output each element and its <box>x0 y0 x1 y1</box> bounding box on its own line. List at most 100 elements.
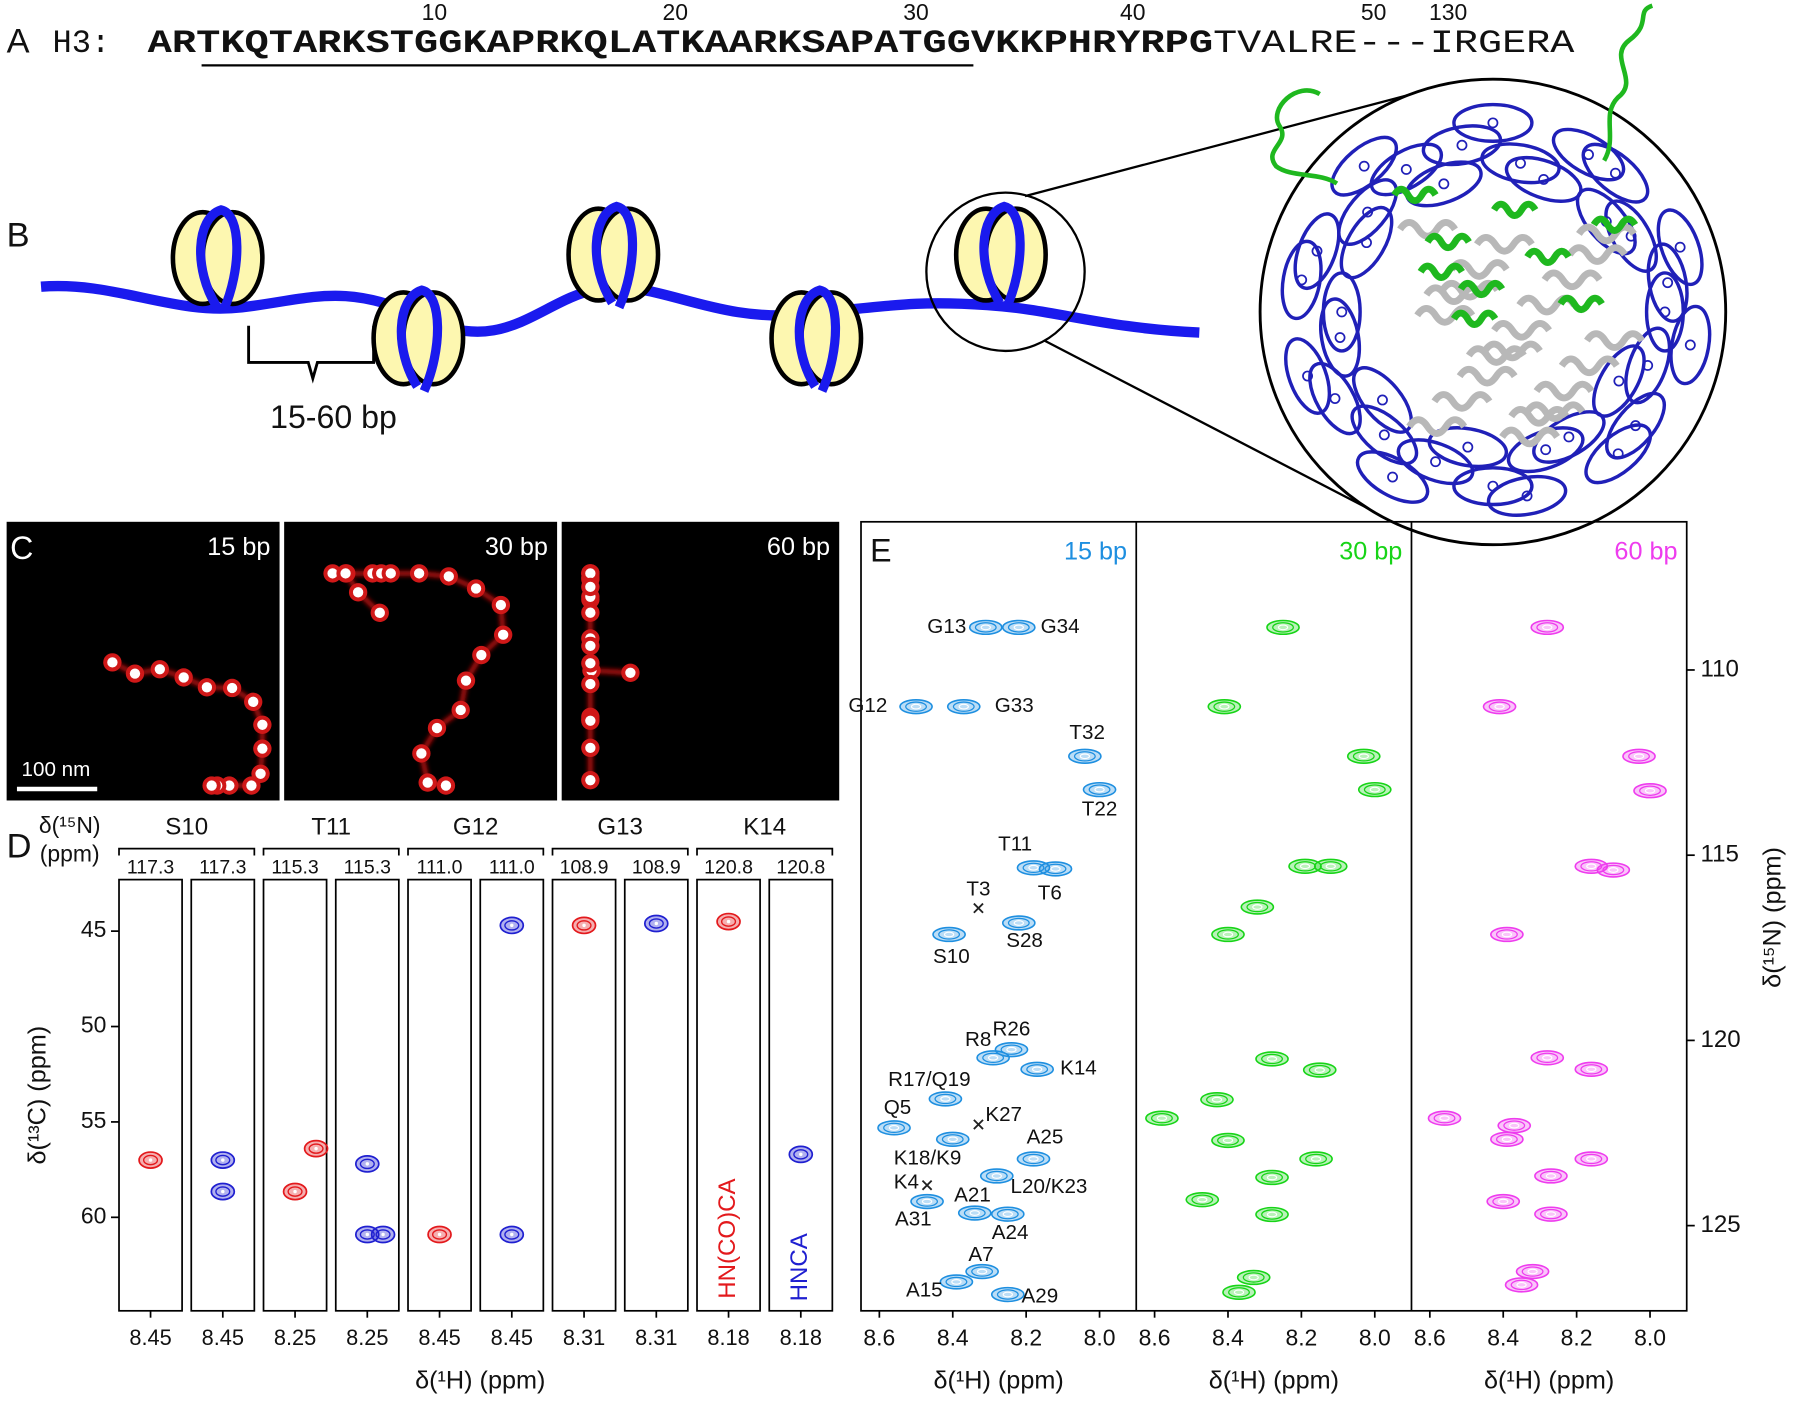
peak-contour <box>215 1186 231 1197</box>
spectrum-name: 30 bp <box>1339 537 1402 565</box>
peak-contour <box>1608 867 1619 873</box>
peak-label: A31 <box>895 1207 932 1230</box>
peak-contour <box>1521 1266 1544 1277</box>
histone-helix-h3 <box>1450 309 1499 328</box>
peak-center <box>365 1232 370 1237</box>
afm-nucleosome <box>585 742 596 754</box>
residue-label: S10 <box>165 813 208 840</box>
peak-label: R26 <box>993 1018 1031 1041</box>
peak-contour <box>1527 1268 1538 1275</box>
peak-contour <box>1228 1287 1250 1298</box>
peak-contour <box>1261 1053 1283 1065</box>
x-tick-label: 8.2 <box>1285 1325 1317 1351</box>
peak-contour <box>1586 1066 1597 1073</box>
peak-center <box>221 1189 225 1194</box>
strip-frame <box>262 878 328 1312</box>
peak-contour <box>1261 1209 1283 1220</box>
dna-base <box>1487 480 1499 492</box>
dna-base <box>1540 444 1552 456</box>
x-tick-label: 8.2 <box>1561 1325 1593 1351</box>
x-tick-label: 8.18 <box>707 1325 749 1350</box>
peak-contour <box>1358 753 1369 760</box>
afm-nucleosome <box>352 587 364 598</box>
dna-base <box>1462 441 1474 453</box>
peak-contour <box>969 1210 980 1216</box>
peak-contour <box>1503 1120 1526 1131</box>
residue-number: 50 <box>1361 0 1387 25</box>
dna-loop <box>1284 337 1332 415</box>
strip-frame <box>118 878 183 1312</box>
dna-loop <box>1532 410 1606 464</box>
peak-contour <box>1013 624 1024 631</box>
dna-base <box>1684 339 1696 351</box>
dna-loop <box>1575 187 1637 256</box>
spectrum-name: 15 bp <box>1064 537 1127 565</box>
strip-frame <box>551 878 617 1312</box>
peak-contour <box>987 1054 999 1061</box>
strip-n-shift: 111.0 <box>417 856 463 878</box>
panel-label: B <box>7 216 30 254</box>
peak-contour <box>431 1229 448 1240</box>
strip-n-shift: 111.0 <box>489 856 535 878</box>
dna-base <box>1456 139 1468 151</box>
peak-contour <box>996 1208 1019 1220</box>
image-label: 60 bp <box>767 533 830 561</box>
dna-base <box>1430 456 1441 468</box>
peak-contour <box>1031 1066 1043 1073</box>
nucleosome-structure <box>1258 3 1728 547</box>
histone-helix <box>1541 269 1603 291</box>
strip-n-shift: 120.8 <box>776 856 825 878</box>
peak-contour <box>1536 622 1559 633</box>
axis-label: δ(¹⁵N) <box>39 812 101 838</box>
peak-contour <box>1266 1211 1278 1218</box>
peak-contour <box>980 624 991 631</box>
peak-contour <box>504 1229 520 1240</box>
peak-contour <box>1006 1046 1017 1053</box>
dna-wrap <box>196 205 242 313</box>
peak-contour <box>1094 786 1105 793</box>
histone-helix <box>1465 345 1527 366</box>
histone-helix <box>1431 391 1493 412</box>
dna-loop <box>1308 361 1362 436</box>
dna-base <box>1358 160 1370 172</box>
peak-contour <box>963 1207 986 1219</box>
afm-nucleosome <box>178 672 189 683</box>
peak-contour <box>1079 753 1091 760</box>
x-tick-label: 8.4 <box>1212 1325 1244 1351</box>
peak-contour <box>1191 1194 1214 1205</box>
peak-contour <box>910 703 922 710</box>
afm-nucleosome <box>422 777 433 788</box>
peak-label: G34 <box>1041 615 1080 638</box>
peak-contour <box>888 1124 900 1131</box>
histone-helix <box>1491 320 1552 341</box>
panel-label: E <box>870 532 891 568</box>
peak-center <box>510 1232 514 1237</box>
strip-n-shift: 115.3 <box>344 856 391 878</box>
afm-nucleosome <box>107 657 118 668</box>
histone-helix-h3 <box>1557 294 1605 314</box>
peak-contour <box>1002 1291 1013 1298</box>
peak-label: S28 <box>1006 929 1043 952</box>
dna-base <box>1377 394 1388 406</box>
peak-contour <box>1542 1054 1553 1061</box>
peak-label: K14 <box>1060 1057 1097 1080</box>
y-tick-label: 115 <box>1700 841 1738 868</box>
peak-contour <box>1156 1115 1168 1122</box>
peak-contour <box>1628 751 1650 762</box>
peak-contour <box>359 1158 375 1170</box>
peak-contour <box>1044 863 1067 875</box>
x-tick-label: 8.0 <box>1634 1325 1666 1351</box>
histone-helix-h3 <box>1590 215 1639 234</box>
peak-contour <box>1586 1156 1597 1162</box>
peak-contour <box>1545 1173 1557 1179</box>
peak-center <box>654 921 659 926</box>
dna-loop <box>1646 242 1689 323</box>
afm-nucleosome <box>585 715 596 726</box>
dna-loop <box>1396 438 1475 486</box>
peak-contour <box>1314 1067 1325 1073</box>
histone-helix <box>1406 416 1468 437</box>
peak-label: T3 <box>966 877 990 900</box>
image-label: 30 bp <box>485 533 548 561</box>
residue-label: T11 <box>311 813 351 840</box>
